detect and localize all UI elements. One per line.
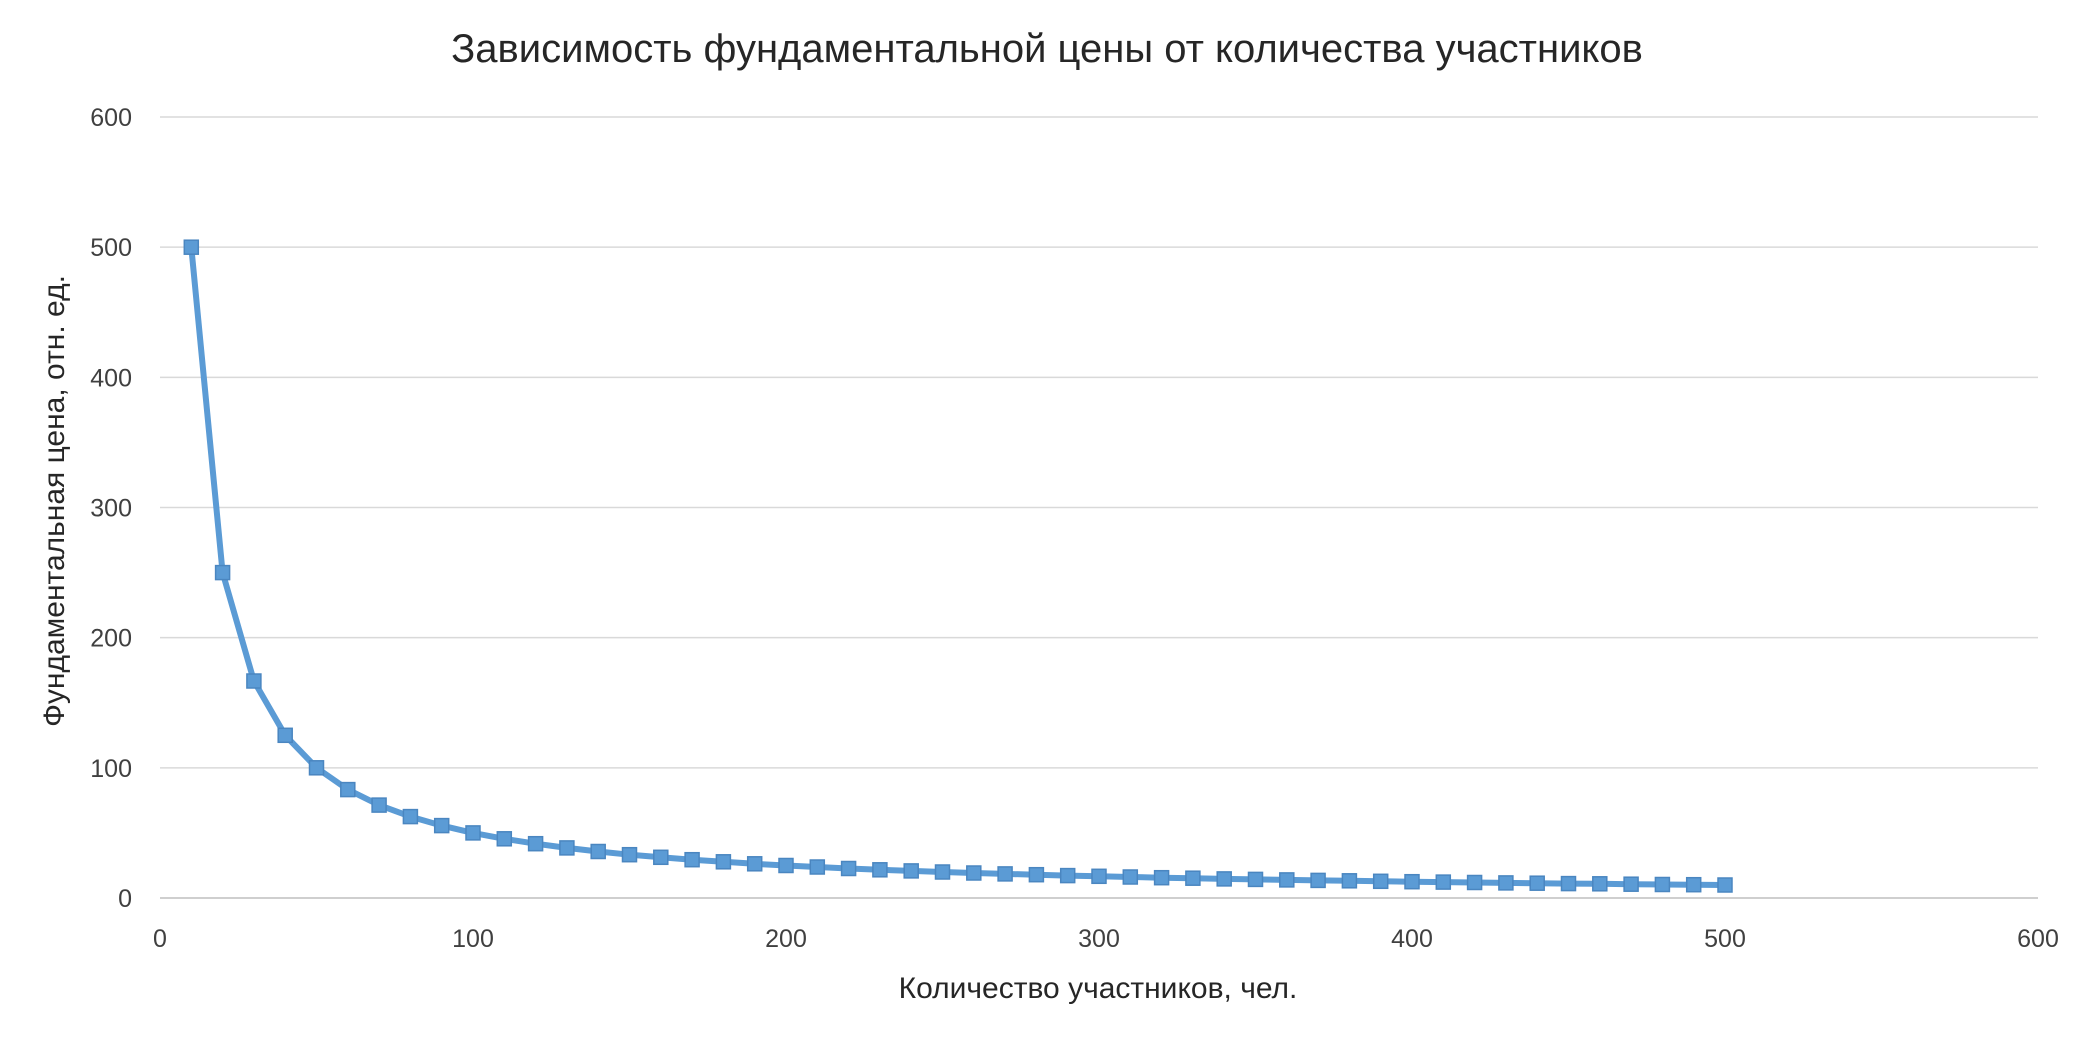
x-axis-title: Количество участников, чел.: [899, 972, 1298, 1005]
x-axis-ticks: 0 100 200 300 400 500 600: [153, 925, 2059, 953]
data-point: [183, 239, 200, 255]
data-point: [621, 846, 638, 863]
data-point: [1153, 869, 1170, 886]
data-point: [1466, 874, 1483, 891]
data-point: [277, 727, 293, 744]
x-tick-label: 0: [153, 925, 167, 953]
x-tick-label: 500: [1704, 925, 1746, 953]
data-point: [872, 862, 888, 878]
data-point: [1529, 875, 1545, 891]
data-point: [433, 817, 450, 834]
data-point: [1341, 873, 1358, 889]
data-point: [746, 856, 763, 872]
x-tick-label: 100: [452, 925, 494, 953]
series-layer: [183, 239, 1733, 893]
y-tick-label: 400: [90, 364, 132, 392]
data-point: [1059, 867, 1076, 884]
chart-title: Зависимость фундаментальной цены от коли…: [451, 27, 1643, 71]
y-axis-ticks: 0 100 200 300 400 500 600: [90, 104, 132, 913]
y-tick-label: 0: [118, 885, 132, 913]
data-point: [465, 825, 481, 841]
data-point: [1372, 873, 1389, 890]
data-point: [653, 849, 669, 866]
x-tick-label: 600: [2017, 925, 2059, 953]
data-point: [590, 843, 606, 860]
data-point: [371, 797, 387, 813]
data-point: [1435, 874, 1452, 890]
data-point: [308, 760, 325, 776]
data-point: [778, 857, 794, 874]
data-point: [840, 860, 857, 877]
data-point: [559, 840, 575, 856]
data-point: [1185, 870, 1201, 886]
data-point: [903, 863, 919, 879]
data-point: [340, 781, 356, 798]
y-axis-title: Фундаментальная цена, отн. ед.: [38, 275, 71, 727]
data-point: [402, 808, 419, 825]
data-point: [1091, 868, 1107, 885]
data-point: [809, 859, 826, 875]
data-point: [1592, 876, 1608, 892]
data-point: [527, 835, 544, 852]
data-point: [1216, 871, 1232, 887]
data-point: [1122, 869, 1139, 885]
data-point: [1654, 876, 1671, 893]
data-point: [1623, 876, 1639, 892]
data-point: [1028, 866, 1045, 883]
y-tick-label: 100: [90, 755, 132, 783]
x-tick-label: 200: [765, 925, 807, 953]
data-point: [496, 831, 513, 847]
data-point: [934, 864, 951, 880]
x-tick-label: 300: [1078, 925, 1120, 953]
gridlines: [160, 116, 2038, 899]
y-tick-label: 500: [90, 234, 132, 262]
y-tick-label: 300: [90, 495, 132, 523]
series-line: [188, 244, 1728, 888]
data-point: [1717, 877, 1733, 893]
y-tick-label: 600: [90, 104, 132, 132]
data-point: [1404, 873, 1420, 890]
data-point: [715, 854, 732, 870]
data-point: [1685, 876, 1702, 893]
data-point: [214, 564, 231, 581]
data-point: [966, 865, 982, 881]
data-point: [997, 866, 1013, 882]
data-point: [1279, 872, 1295, 888]
data-point: [684, 851, 700, 868]
data-point: [246, 673, 262, 689]
data-point: [1498, 875, 1514, 891]
data-point: [1310, 872, 1326, 889]
x-tick-label: 400: [1391, 925, 1433, 953]
data-point: [1247, 871, 1264, 888]
y-tick-label: 200: [90, 625, 132, 653]
data-point: [1560, 875, 1577, 892]
